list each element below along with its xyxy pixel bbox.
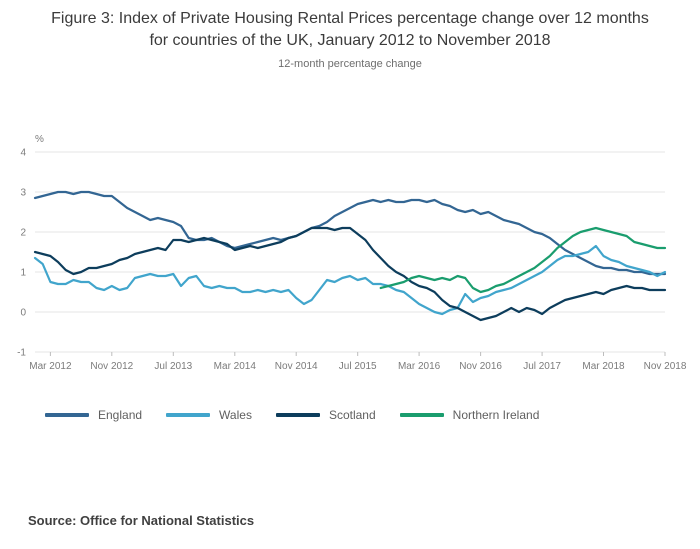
svg-text:%: % bbox=[35, 134, 44, 145]
svg-text:Nov 2016: Nov 2016 bbox=[459, 361, 502, 372]
svg-text:Jul 2013: Jul 2013 bbox=[154, 361, 192, 372]
chart-legend: England Wales Scotland Northern Ireland bbox=[45, 408, 539, 422]
legend-label-wales: Wales bbox=[219, 408, 252, 422]
legend-label-scotland: Scotland bbox=[328, 408, 376, 422]
scotland-line-swatch bbox=[275, 413, 320, 417]
legend-item-wales: Wales bbox=[166, 408, 252, 422]
rental-prices-line-chart: -1 0 1 2 3 4% Mar 2012 Nov 2012 Jul 2013 Mar 2014… bbox=[17, 134, 687, 372]
svg-text:Jul 2015: Jul 2015 bbox=[339, 361, 377, 372]
svg-text:1: 1 bbox=[20, 268, 26, 279]
legend-item-england: England bbox=[45, 408, 142, 422]
legend-label-northern-ireland: Northern Ireland bbox=[452, 408, 540, 422]
svg-text:Mar 2018: Mar 2018 bbox=[582, 361, 625, 372]
svg-text:Mar 2012: Mar 2012 bbox=[29, 361, 72, 372]
svg-text:2: 2 bbox=[20, 228, 26, 239]
svg-text:Nov 2012: Nov 2012 bbox=[90, 361, 133, 372]
source-note: Source: Office for National Statistics bbox=[28, 513, 255, 528]
svg-text:Mar 2014: Mar 2014 bbox=[214, 361, 257, 372]
svg-text:0: 0 bbox=[20, 308, 26, 319]
svg-text:4: 4 bbox=[20, 148, 26, 159]
svg-text:Nov 2018: Nov 2018 bbox=[644, 361, 687, 372]
svg-text:Mar 2016: Mar 2016 bbox=[398, 361, 441, 372]
northern-ireland-line-swatch bbox=[399, 413, 444, 417]
legend-item-northern-ireland: Northern Ireland bbox=[399, 408, 540, 422]
legend-label-england: England bbox=[98, 408, 143, 422]
svg-text:Jul 2017: Jul 2017 bbox=[523, 361, 561, 372]
chart-subtitle: 12-month percentage change bbox=[278, 58, 422, 70]
svg-text:-1: -1 bbox=[17, 348, 26, 359]
legend-item-scotland: Scotland bbox=[275, 408, 376, 422]
svg-text:Nov 2014: Nov 2014 bbox=[275, 361, 318, 372]
chart-title: Figure 3: Index of Private Housing Renta… bbox=[51, 10, 649, 49]
england-line-swatch bbox=[45, 413, 89, 417]
svg-text:3: 3 bbox=[20, 188, 26, 199]
wales-line-swatch bbox=[166, 413, 211, 417]
